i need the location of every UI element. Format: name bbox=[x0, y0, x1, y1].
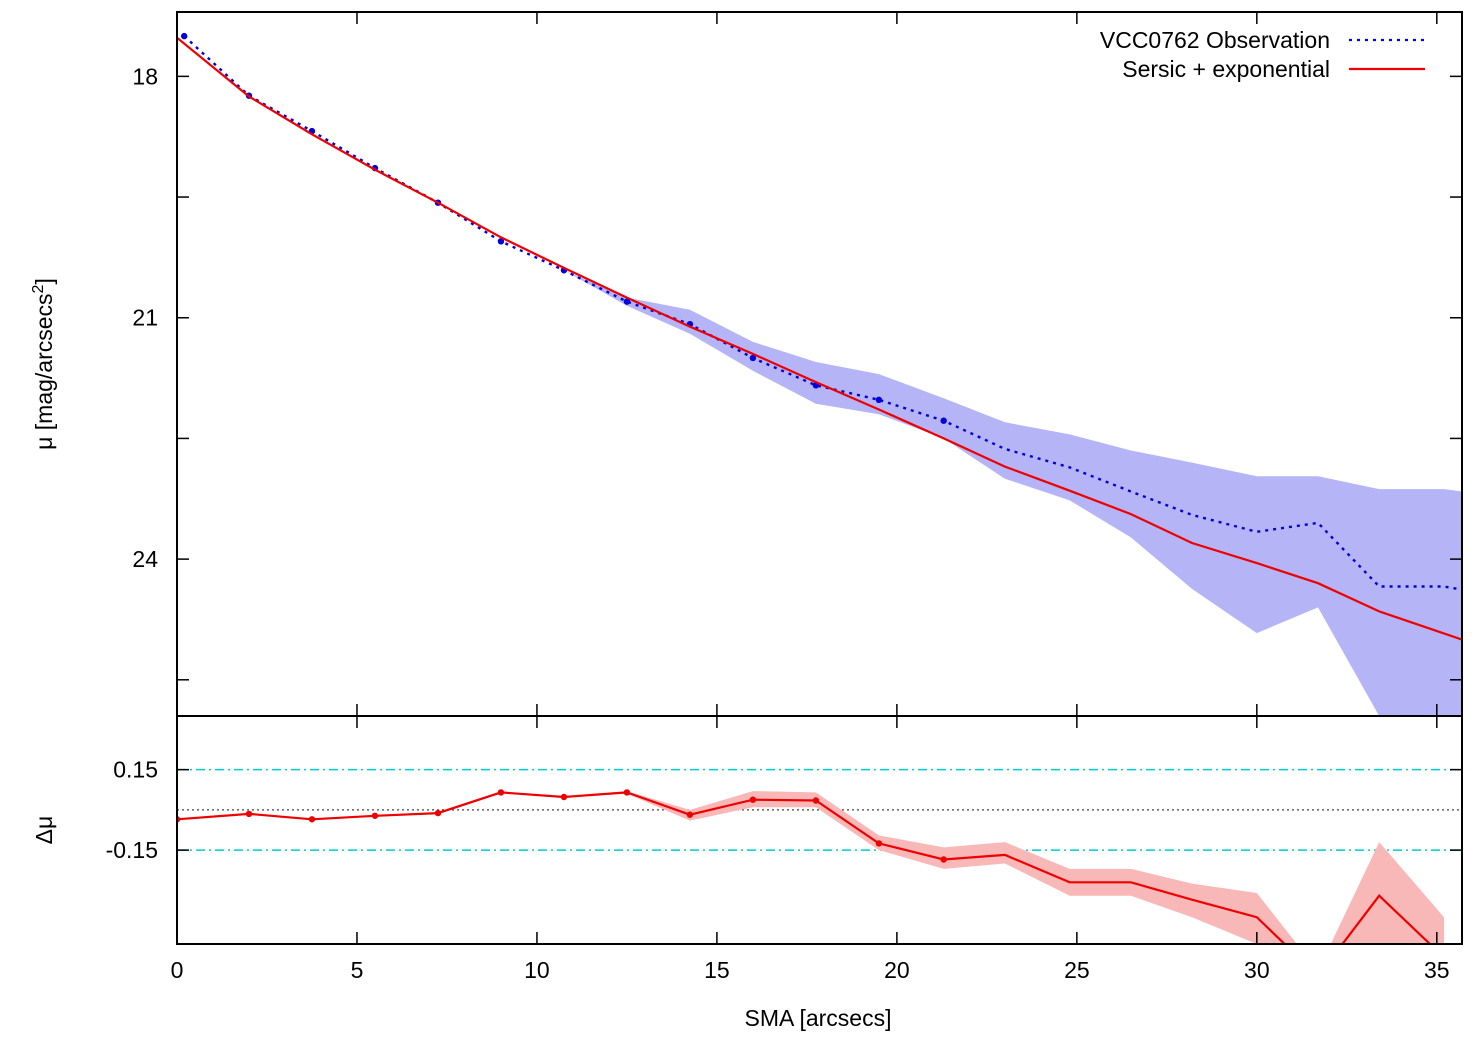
x-tick-label: 30 bbox=[1244, 957, 1270, 983]
top-y-axis-label: μ [mag/arcsecs2] bbox=[30, 278, 57, 450]
axis-ticks: 0 5 10 15 20 25 30 35 18 21 24 0.15 -0.15 bbox=[106, 12, 1462, 983]
residual-point bbox=[812, 797, 820, 804]
x-tick-label: 15 bbox=[704, 957, 730, 983]
residual-point bbox=[749, 796, 757, 803]
legend-label-observation: VCC0762 Observation bbox=[1100, 27, 1330, 53]
bottom-panel-frame bbox=[176, 715, 1463, 945]
top-y-tick-label: 21 bbox=[132, 305, 158, 331]
top-series-lines bbox=[177, 32, 1462, 641]
observation-point bbox=[940, 417, 947, 424]
observation-point bbox=[497, 238, 505, 245]
residual-point bbox=[875, 840, 883, 847]
observation-point bbox=[180, 32, 188, 40]
residual-point bbox=[371, 812, 379, 819]
legend: VCC0762 Observation Sersic + exponential bbox=[1100, 27, 1425, 82]
residual-point bbox=[560, 793, 568, 801]
x-tick-label: 25 bbox=[1064, 957, 1090, 983]
top-error-bands bbox=[184, 36, 1462, 716]
x-tick-label: 0 bbox=[171, 957, 184, 983]
top-y-axis-label-sup: 2 bbox=[30, 284, 47, 293]
residual-point bbox=[940, 856, 947, 863]
observation-point bbox=[623, 298, 631, 305]
top-y-axis-label-main: μ [mag/arcsecs bbox=[31, 293, 57, 449]
x-tick-label: 35 bbox=[1424, 957, 1450, 983]
residual-point bbox=[245, 810, 253, 818]
observation-point bbox=[749, 354, 757, 362]
x-axis-label: SMA [arcsecs] bbox=[745, 1005, 892, 1031]
residual-reference-lines bbox=[177, 768, 1462, 851]
x-tick-label: 10 bbox=[524, 957, 550, 983]
observation-point bbox=[875, 396, 883, 404]
bottom-y-axis-label: Δμ bbox=[31, 816, 57, 845]
residual-series-lines bbox=[177, 789, 1432, 944]
x-tick-label: 20 bbox=[884, 957, 910, 983]
observation-error-band bbox=[184, 36, 1462, 716]
residual-point bbox=[434, 809, 442, 817]
legend-label-model: Sersic + exponential bbox=[1122, 56, 1330, 82]
bottom-y-tick-label: -0.15 bbox=[106, 837, 158, 863]
residual-line bbox=[177, 791, 1432, 944]
top-y-tick-label: 24 bbox=[132, 546, 158, 572]
bottom-y-tick-label: 0.15 bbox=[113, 757, 158, 783]
top-y-axis-label-end: ] bbox=[31, 278, 57, 284]
model-line bbox=[177, 36, 1462, 641]
x-tick-label: 5 bbox=[351, 957, 364, 983]
residual-point bbox=[686, 811, 694, 818]
residual-point bbox=[623, 789, 631, 796]
residual-point bbox=[308, 816, 316, 823]
plot-frames bbox=[176, 11, 1463, 945]
top-y-tick-label: 18 bbox=[132, 63, 158, 89]
residual-point bbox=[497, 789, 505, 796]
